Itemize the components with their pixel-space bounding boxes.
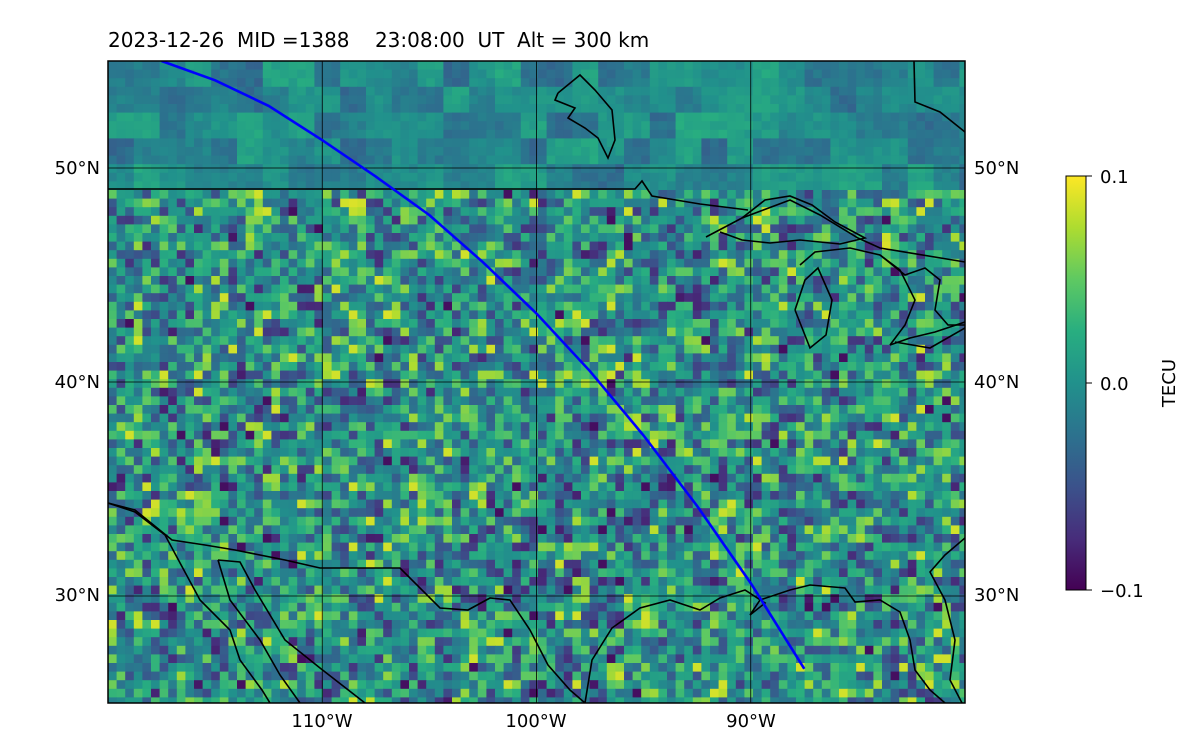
parallel-label-50n-right: 50°N	[974, 158, 1019, 179]
baja-california	[108, 502, 271, 703]
coastlines-borders	[108, 61, 965, 703]
border-us-canada	[108, 179, 749, 211]
meridian-label-110w: 110°W	[291, 711, 352, 732]
gulf-of-california	[217, 559, 366, 703]
border-us-mexico	[108, 502, 586, 703]
atlantic-coast	[929, 537, 965, 703]
parallel-label-50n-left: 50°N	[55, 158, 100, 179]
parallel-labels-left: 30°N 40°N 50°N	[55, 158, 100, 606]
lake-huron	[879, 254, 965, 326]
lake-superior	[719, 195, 868, 245]
colorbar-label: TECU	[1159, 359, 1180, 408]
parallel-label-30n-left: 30°N	[55, 585, 100, 606]
parallel-labels-right: 30°N 40°N 50°N	[974, 158, 1019, 606]
lake-winnipeg	[553, 73, 616, 160]
meridian-label-100w: 100°W	[505, 711, 566, 732]
colorbar-gradient	[1065, 175, 1087, 591]
figure-title: 2023-12-26 MID =1388 23:08:00 UT Alt = 3…	[108, 28, 650, 52]
parallel-label-30n-right: 30°N	[974, 585, 1019, 606]
parallel-label-40n-right: 40°N	[974, 372, 1019, 393]
michigan-peninsula	[794, 266, 833, 350]
lake-erie	[889, 321, 965, 346]
colorbar-tick-label-min: −0.1	[1100, 581, 1144, 602]
mexico-mainland	[217, 559, 301, 703]
map-frame	[107, 60, 966, 704]
lake-erie-south	[894, 327, 965, 349]
graticule	[108, 61, 965, 703]
satellite-track-line	[161, 61, 806, 670]
meridian-label-90w: 90°W	[726, 711, 776, 732]
hudson-bay-coast	[913, 61, 965, 133]
meridian-labels: 110°W 100°W 90°W	[291, 711, 776, 732]
colorbar-tick-label-zero: 0.0	[1100, 374, 1129, 395]
colorbar-tick-label-max: 0.1	[1100, 167, 1129, 188]
parallel-label-40n-left: 40°N	[55, 372, 100, 393]
satellite-track	[161, 61, 806, 670]
colorbar: 0.1 0.0 −0.1 TECU	[1065, 167, 1180, 602]
tec-heatmap	[108, 61, 965, 703]
